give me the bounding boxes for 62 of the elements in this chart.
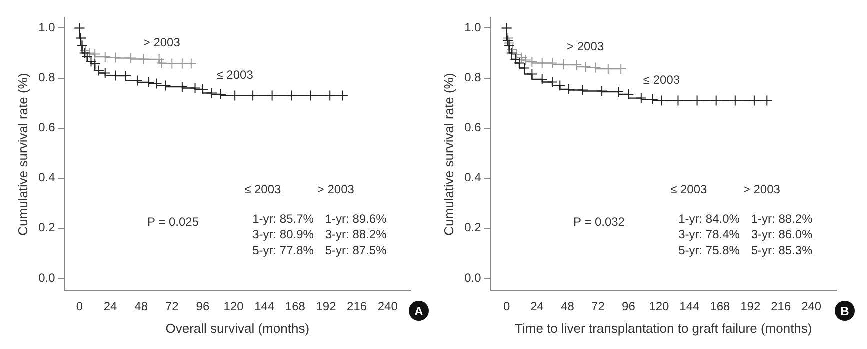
annotation: 3-yr: 86.0% bbox=[751, 228, 814, 242]
annotation: 3-yr: 80.9% bbox=[252, 228, 314, 242]
y-tick-label: 0.4 bbox=[464, 170, 482, 185]
y-tick-label: 0.0 bbox=[464, 270, 482, 285]
x-tick-label: 120 bbox=[224, 300, 244, 314]
annotation: 1-yr: 88.2% bbox=[751, 212, 814, 226]
x-tick-label: 0 bbox=[76, 300, 84, 314]
x-tick-label: 168 bbox=[285, 300, 306, 314]
y-tick-label: 0.4 bbox=[38, 170, 56, 185]
x-tick-label: 24 bbox=[530, 300, 544, 314]
y-tick-label: 0.6 bbox=[38, 120, 56, 135]
x-tick-label: 144 bbox=[680, 300, 700, 314]
annotation: 3-yr: 88.2% bbox=[325, 228, 388, 242]
x-axis-title: Overall survival (months) bbox=[166, 320, 310, 336]
text: A bbox=[414, 304, 424, 318]
x-tick-label: 48 bbox=[561, 300, 575, 314]
series-label: ≤ 2003 bbox=[216, 68, 254, 82]
x-tick-label: 168 bbox=[710, 300, 730, 314]
annotation: 5-yr: 75.8% bbox=[678, 243, 740, 258]
y-tick-label: 0.0 bbox=[38, 270, 56, 285]
y-tick-label: 0.8 bbox=[464, 70, 482, 85]
y-tick-label: 0.8 bbox=[38, 70, 56, 85]
y-axis-title: Cumulative survival rate (%) bbox=[441, 73, 456, 236]
annotation: 5-yr: 85.3% bbox=[751, 243, 814, 258]
annotation: > 2003 bbox=[317, 182, 355, 196]
y-tick-label: 1.0 bbox=[38, 20, 56, 35]
x-tick-label: 120 bbox=[649, 300, 670, 314]
x-tick-label: 240 bbox=[802, 300, 822, 314]
y-tick-label: 0.2 bbox=[38, 220, 56, 235]
x-axis-title: Time to liver transplantation to graft failure (months) bbox=[515, 320, 812, 336]
annotation: P = 0.025 bbox=[147, 215, 200, 230]
annotation: 5-yr: 77.8% bbox=[252, 243, 314, 258]
x-tick-label: 24 bbox=[104, 300, 118, 314]
x-tick-label: 72 bbox=[592, 300, 606, 314]
annotation: > 2003 bbox=[743, 182, 781, 196]
series-label: > 2003 bbox=[567, 39, 604, 54]
y-tick-label: 0.6 bbox=[464, 120, 482, 135]
annotation: P = 0.032 bbox=[573, 215, 626, 230]
x-tick-label: 216 bbox=[347, 300, 368, 314]
annotation: 3-yr: 78.4% bbox=[678, 228, 740, 242]
x-tick-label: 192 bbox=[316, 300, 337, 314]
y-tick-label: 0.2 bbox=[464, 220, 482, 235]
x-tick-label: 72 bbox=[165, 300, 180, 314]
annotation: 1-yr: 85.7% bbox=[252, 212, 314, 226]
x-tick-label: 216 bbox=[771, 300, 792, 314]
series-label: > 2003 bbox=[143, 36, 181, 50]
annotation: ≤ 2003 bbox=[670, 182, 708, 196]
text: B bbox=[840, 304, 850, 318]
series-label: ≤ 2003 bbox=[643, 73, 680, 88]
annotation: 1-yr: 89.6% bbox=[325, 212, 388, 226]
x-tick-label: 144 bbox=[254, 300, 275, 314]
x-tick-label: 240 bbox=[378, 300, 398, 314]
x-tick-label: 96 bbox=[622, 300, 636, 314]
y-tick-label: 1.0 bbox=[464, 20, 482, 35]
x-tick-label: 192 bbox=[740, 300, 761, 314]
annotation: 5-yr: 87.5% bbox=[325, 243, 388, 258]
x-tick-label: 0 bbox=[503, 300, 510, 314]
x-tick-label: 96 bbox=[196, 300, 210, 314]
annotation: ≤ 2003 bbox=[244, 182, 282, 196]
annotation: 1-yr: 84.0% bbox=[678, 212, 740, 226]
x-tick-label: 48 bbox=[134, 300, 148, 314]
y-axis-title: Cumulative survival rate (%) bbox=[15, 73, 30, 236]
